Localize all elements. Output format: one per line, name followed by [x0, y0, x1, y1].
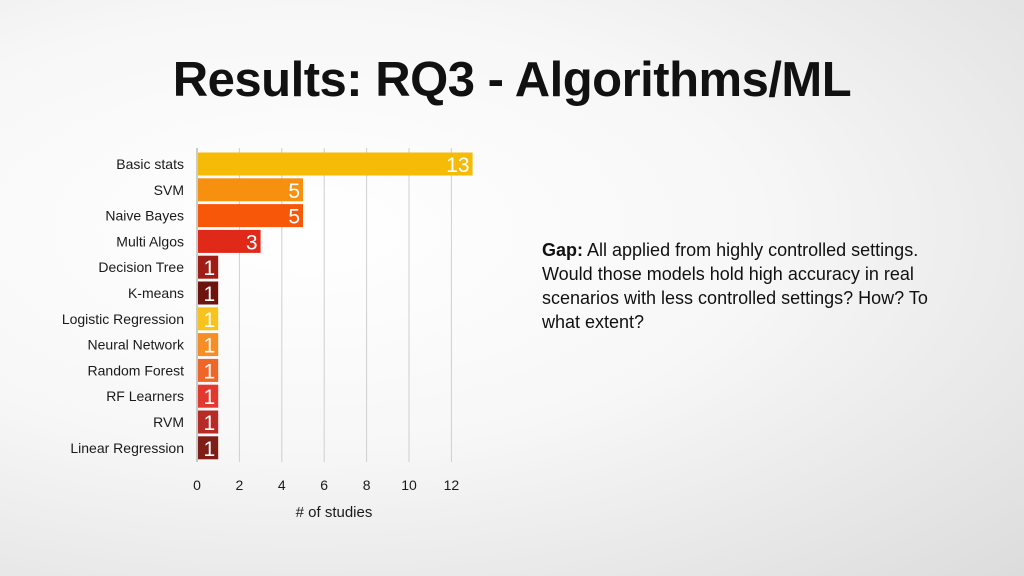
- bar: [198, 255, 219, 279]
- data-label: 1: [204, 283, 216, 306]
- category-label: Multi Algos: [116, 233, 184, 249]
- data-label: 1: [204, 386, 216, 409]
- gap-note-lead: Gap:: [542, 240, 584, 260]
- bar: [198, 410, 219, 434]
- category-label: Neural Network: [88, 337, 185, 353]
- category-label: Linear Regression: [70, 440, 184, 456]
- category-label: Logistic Regression: [62, 311, 184, 327]
- data-label: 1: [204, 335, 216, 358]
- category-label: Naive Bayes: [105, 208, 184, 224]
- x-tick-label: 8: [363, 477, 371, 493]
- data-label: 1: [204, 360, 216, 383]
- gap-note-text: All applied from highly controlled setti…: [542, 240, 928, 332]
- category-label: RF Learners: [106, 388, 184, 404]
- data-label: 1: [204, 257, 216, 280]
- bar: [198, 358, 219, 382]
- x-tick-label: 2: [236, 477, 244, 493]
- bar: [198, 178, 303, 202]
- category-label: K-means: [128, 285, 184, 301]
- x-tick-label: 4: [278, 477, 286, 493]
- bar: [198, 229, 261, 253]
- category-label: Basic stats: [116, 156, 184, 172]
- x-tick-label: 12: [444, 477, 460, 493]
- bar: [198, 333, 219, 357]
- bar: [198, 204, 303, 228]
- x-axis-title: # of studies: [296, 504, 373, 521]
- bar: [198, 281, 219, 305]
- bar: [198, 436, 219, 460]
- x-tick-label: 6: [320, 477, 328, 493]
- category-label: Decision Tree: [98, 259, 184, 275]
- bar: [198, 152, 473, 176]
- x-tick-label: 10: [401, 477, 417, 493]
- category-label: Random Forest: [88, 362, 185, 378]
- data-label: 13: [446, 154, 469, 177]
- data-label: 5: [288, 206, 300, 229]
- slide-title: Results: RQ3 - Algorithms/ML: [172, 53, 852, 107]
- gap-note: Gap: All applied from highly controlled …: [542, 238, 962, 334]
- bar: [198, 307, 219, 331]
- data-label: 5: [288, 180, 300, 203]
- data-label: 1: [204, 438, 216, 461]
- bar: [198, 384, 219, 408]
- data-label: 3: [246, 231, 258, 254]
- data-label: 1: [204, 309, 216, 332]
- data-label: 1: [204, 412, 216, 435]
- category-label: RVM: [153, 414, 184, 430]
- x-tick-label: 0: [193, 477, 201, 493]
- category-label: SVM: [154, 182, 184, 198]
